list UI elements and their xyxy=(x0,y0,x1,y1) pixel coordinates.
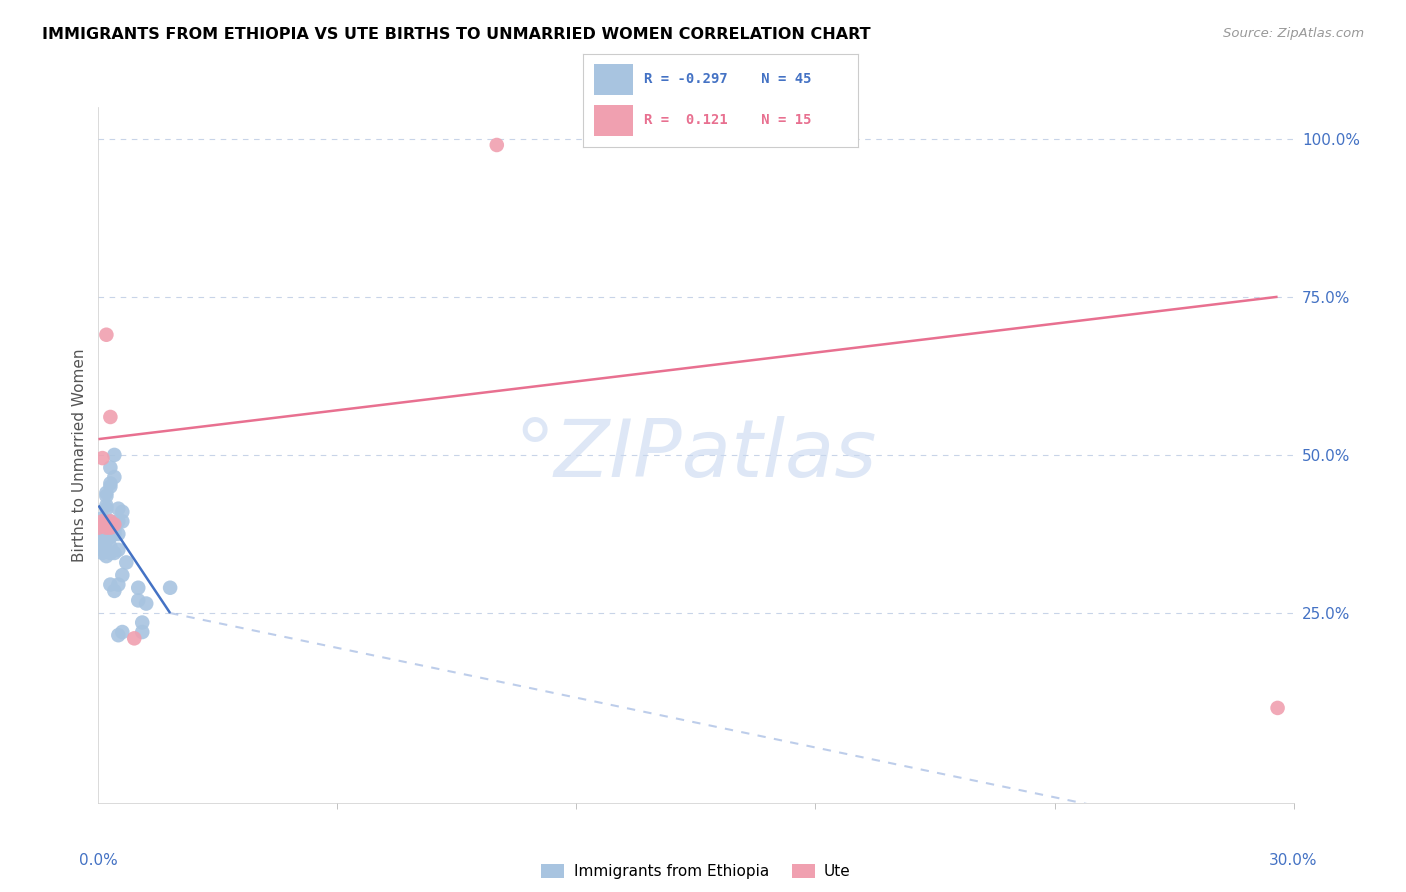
Point xyxy=(107,527,129,541)
Point xyxy=(98,540,122,554)
Text: Source: ZipAtlas.com: Source: ZipAtlas.com xyxy=(1223,27,1364,40)
Point xyxy=(107,628,129,642)
Text: 30.0%: 30.0% xyxy=(1270,854,1317,869)
Point xyxy=(91,540,114,554)
Point xyxy=(98,577,122,591)
Y-axis label: Births to Unmarried Women: Births to Unmarried Women xyxy=(72,348,87,562)
Point xyxy=(127,593,149,607)
Point xyxy=(103,470,125,484)
Point xyxy=(87,521,110,535)
Point xyxy=(96,517,118,532)
Point xyxy=(107,542,129,557)
Point xyxy=(131,615,153,630)
Point xyxy=(96,549,118,563)
Point xyxy=(115,556,138,570)
Text: 0.0%: 0.0% xyxy=(79,854,118,869)
Point xyxy=(98,476,122,491)
Point xyxy=(91,530,114,544)
Point xyxy=(103,521,125,535)
Point xyxy=(124,632,146,646)
Point xyxy=(96,499,118,513)
Point xyxy=(103,524,125,538)
Text: IMMIGRANTS FROM ETHIOPIA VS UTE BIRTHS TO UNMARRIED WOMEN CORRELATION CHART: IMMIGRANTS FROM ETHIOPIA VS UTE BIRTHS T… xyxy=(42,27,870,42)
Point xyxy=(131,625,153,640)
Point xyxy=(111,625,134,640)
Point xyxy=(135,597,157,611)
Point xyxy=(98,546,122,560)
Text: °ZIPatlas: °ZIPatlas xyxy=(515,416,877,494)
Point xyxy=(96,533,118,548)
Point xyxy=(91,514,114,528)
Point xyxy=(98,460,122,475)
Point xyxy=(103,546,125,560)
Point xyxy=(96,527,118,541)
Point xyxy=(111,514,134,528)
Point xyxy=(96,501,118,516)
Bar xyxy=(595,64,633,95)
Point xyxy=(107,501,129,516)
Point xyxy=(96,327,118,342)
Point xyxy=(103,527,125,541)
Point xyxy=(98,517,122,532)
Point xyxy=(87,524,110,538)
Point xyxy=(91,451,114,466)
Point xyxy=(1267,701,1289,715)
Point xyxy=(98,409,122,424)
Point xyxy=(91,546,114,560)
Point xyxy=(91,517,114,532)
Point xyxy=(103,583,125,598)
Point xyxy=(159,581,181,595)
Point xyxy=(98,514,122,528)
Point xyxy=(98,514,122,528)
Point xyxy=(103,448,125,462)
Point xyxy=(103,517,125,532)
Text: R = -0.297    N = 45: R = -0.297 N = 45 xyxy=(644,72,811,87)
Point xyxy=(111,568,134,582)
Point xyxy=(111,505,134,519)
Point xyxy=(98,479,122,493)
Point xyxy=(98,527,122,541)
Point xyxy=(98,521,122,535)
Point xyxy=(107,577,129,591)
Point xyxy=(96,521,118,535)
Point xyxy=(98,530,122,544)
Point xyxy=(127,581,149,595)
Point xyxy=(96,542,118,557)
Point xyxy=(91,511,114,525)
Point xyxy=(485,138,508,153)
Legend: Immigrants from Ethiopia, Ute: Immigrants from Ethiopia, Ute xyxy=(536,858,856,886)
Bar xyxy=(595,105,633,136)
Point xyxy=(96,489,118,503)
Point xyxy=(98,521,122,535)
Point xyxy=(91,542,114,557)
Point xyxy=(107,514,129,528)
Text: R =  0.121    N = 15: R = 0.121 N = 15 xyxy=(644,113,811,128)
Point xyxy=(91,517,114,532)
Point xyxy=(96,486,118,500)
Point xyxy=(91,536,114,550)
